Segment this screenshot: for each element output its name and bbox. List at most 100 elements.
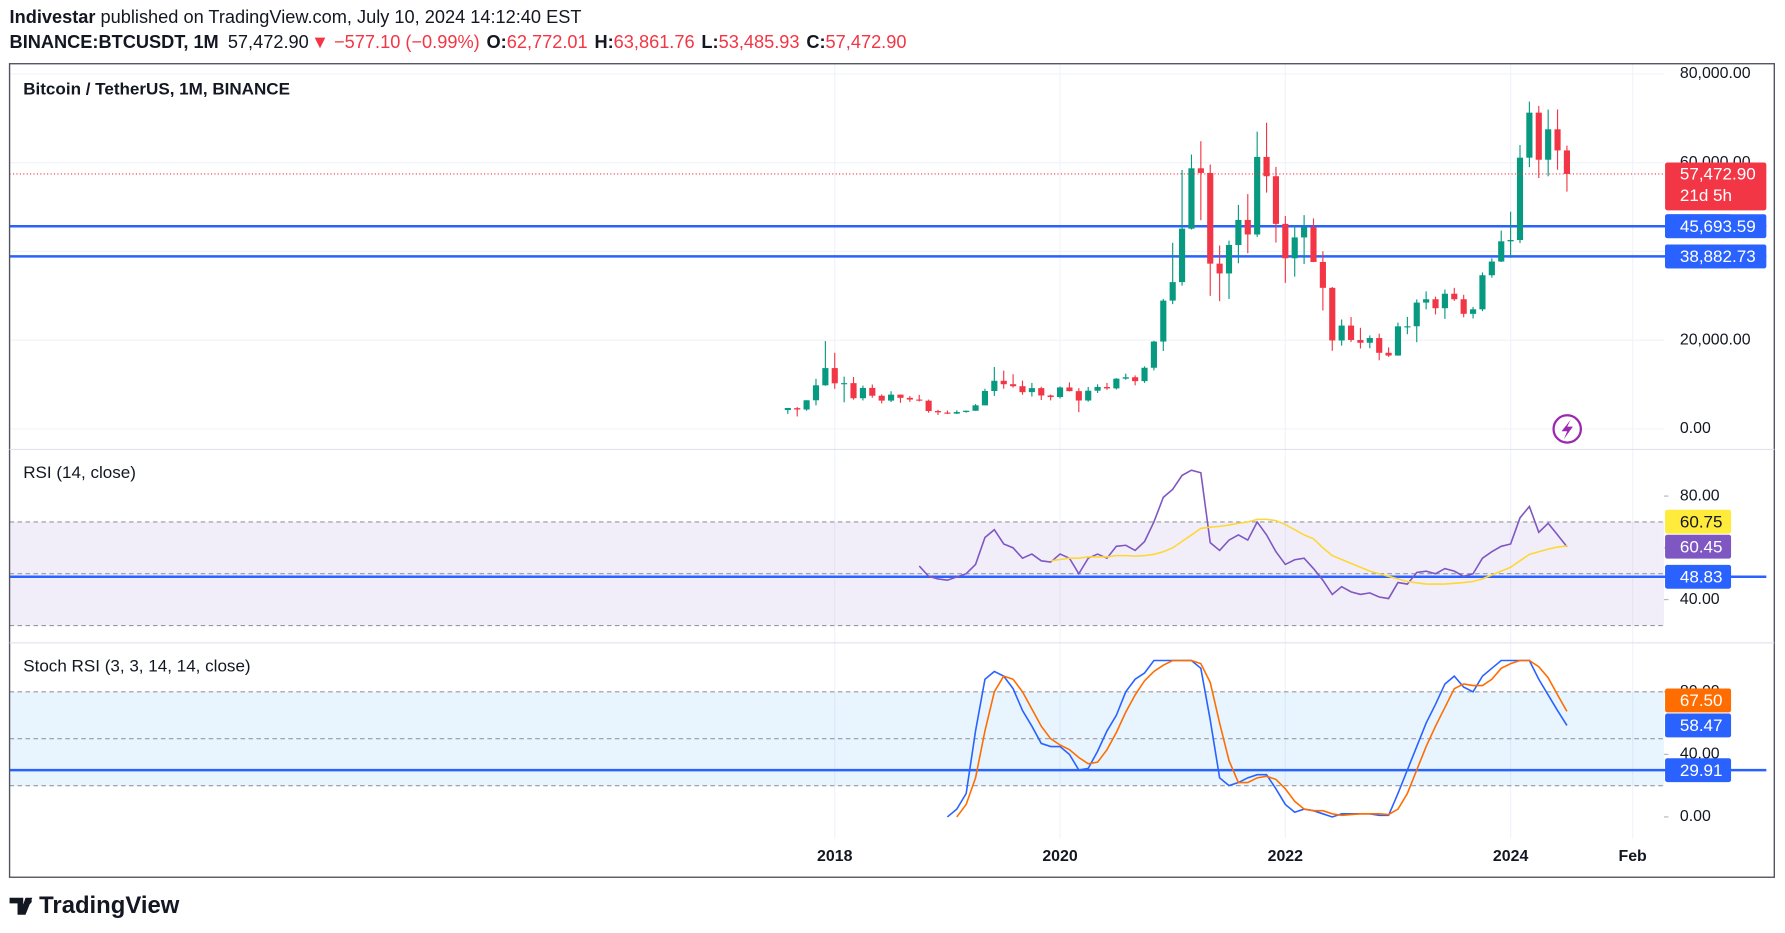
published: published on TradingView.com, July 10, 2…	[95, 7, 581, 27]
axis-label: 45,693.59	[1680, 217, 1756, 236]
candle-body	[803, 400, 810, 410]
axis-label-box	[1665, 564, 1732, 589]
candle-body	[1244, 219, 1251, 235]
candle-body	[1441, 293, 1448, 309]
price-label: 57,472.90	[1680, 165, 1756, 184]
candle-body	[1038, 388, 1045, 396]
candle-body	[841, 383, 848, 385]
candle-body	[1113, 378, 1120, 389]
chart-title: Bitcoin / TetherUS, 1M, BINANCE	[23, 79, 290, 98]
axis-label: 58.47	[1680, 716, 1723, 735]
axis-label-box	[1665, 688, 1732, 713]
candle-body	[1535, 112, 1542, 160]
candle-body	[934, 411, 942, 413]
candle-body	[1254, 156, 1261, 235]
candle-body	[1516, 157, 1524, 241]
candle-body	[1319, 261, 1326, 288]
candle-body	[822, 368, 829, 386]
candle-body	[1432, 299, 1439, 309]
quote-value: 62,772.01	[507, 32, 588, 52]
author: Indivestar	[10, 7, 96, 27]
candle-body	[1094, 387, 1101, 391]
candle-body	[953, 412, 960, 414]
candle-body	[1188, 168, 1195, 229]
candle-body	[1066, 387, 1073, 392]
candle-body	[1056, 387, 1064, 398]
x-tick-label: 2022	[1268, 848, 1304, 865]
candle-body	[784, 407, 791, 411]
candle-body	[831, 368, 838, 384]
candle-body	[1075, 391, 1082, 401]
quote-value: 57,472.90	[826, 32, 907, 52]
candle-body	[1216, 263, 1223, 274]
candle-body	[1207, 172, 1214, 264]
axis-label-box	[1665, 214, 1767, 239]
quote-line: BINANCE:BTCUSDT, 1M 57,472.90 ▼ −577.10 (−…	[10, 32, 907, 52]
candle-body	[1132, 377, 1139, 382]
frame	[8, 63, 1775, 878]
axis-label: 29.91	[1680, 761, 1723, 780]
candle-body	[963, 410, 970, 413]
candle-body	[1028, 388, 1035, 393]
candle-body	[991, 380, 998, 391]
axis-label-box	[1665, 509, 1732, 534]
quote-label: H:	[594, 32, 613, 52]
quote-label: O:	[487, 32, 507, 52]
candle-body	[1047, 395, 1054, 398]
candle-body	[1366, 338, 1373, 343]
series-line	[1050, 518, 1568, 585]
quote-value: 63,861.76	[614, 32, 695, 52]
axis-label: 60.75	[1680, 512, 1723, 531]
axis-label: 38,882.73	[1680, 247, 1756, 266]
candle-body	[1150, 341, 1157, 368]
candle-body	[1272, 176, 1280, 224]
candle-body	[1291, 237, 1298, 259]
x-tick-label: 2020	[1042, 848, 1078, 865]
candle-body	[878, 395, 885, 401]
pane-title: Stoch RSI (3, 3, 14, 14, close)	[23, 656, 250, 675]
candle-body	[1197, 168, 1204, 173]
axis-label-box	[1665, 713, 1732, 738]
candle-body	[1507, 240, 1514, 242]
candle-body	[916, 399, 923, 401]
candle-body	[859, 387, 866, 399]
candle-body	[1282, 223, 1289, 259]
candle-body	[1376, 338, 1383, 353]
candle-body	[1563, 150, 1571, 174]
published-line: Indivestar published on TradingView.com,…	[10, 7, 582, 27]
candle-body	[1338, 325, 1345, 341]
x-tick-label: 2018	[817, 848, 853, 865]
flash-icon	[1552, 414, 1583, 444]
x-tick-label: Feb	[1619, 848, 1648, 865]
candle-body	[906, 397, 913, 400]
candle-body	[1103, 387, 1111, 389]
candle-body	[1479, 275, 1486, 310]
candle-body	[1122, 377, 1129, 379]
series-line	[956, 659, 1568, 818]
quote-value: 53,485.93	[719, 32, 800, 52]
candle-body	[869, 387, 876, 396]
candle-body	[972, 405, 979, 411]
quote-label: C:	[806, 32, 825, 52]
candle-body	[1394, 326, 1402, 356]
candle-body	[850, 383, 857, 399]
candle-body	[1469, 309, 1477, 314]
candle-body	[1554, 129, 1561, 151]
axis-label: 60.45	[1680, 537, 1723, 556]
candle-body	[1178, 228, 1186, 283]
pane-title: RSI (14, close)	[23, 463, 136, 482]
candle-body	[1000, 380, 1007, 385]
y-tick-label: 80.00	[1680, 487, 1720, 504]
axis-label-box	[1665, 534, 1732, 559]
price: 57,472.90	[228, 32, 309, 52]
candle-body	[1385, 352, 1392, 356]
price-label-box	[1665, 162, 1767, 211]
axis-label-box	[1665, 758, 1732, 783]
candle-body	[1488, 261, 1495, 276]
candle-body	[1423, 299, 1430, 303]
candle-body	[1160, 300, 1167, 342]
candle-body	[1085, 390, 1092, 401]
candle-body	[1545, 129, 1552, 160]
y-tick-label: 20,000.00	[1680, 331, 1751, 348]
candle-body	[1010, 384, 1017, 387]
